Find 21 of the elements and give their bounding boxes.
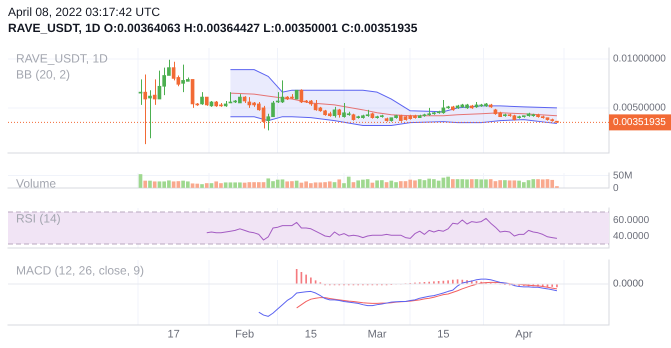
chart-title: RAVE_USDT, 1D O:0.00364063 H:0.00364427 L:0.00350001 C:0.00351935: [8, 20, 418, 36]
y-tick-label: 0.00500000: [613, 102, 666, 114]
ref-line-label: 0.00351935: [613, 117, 666, 128]
annotation: Volume: [16, 176, 56, 190]
annotation: RSI (14): [16, 211, 61, 226]
y-tick-label: 40.0000: [613, 230, 650, 242]
x-tick-label: 15: [437, 328, 450, 340]
annotation: BB (20, 2): [16, 67, 70, 82]
y-tick-label: 60.0000: [613, 214, 650, 226]
y-tick-label: 0.01000000: [613, 54, 666, 65]
x-tick-label: 17: [168, 328, 180, 340]
chart-subtitle: April 08, 2022 03:17:42 UTC: [8, 4, 162, 20]
ref-line-label: 0.0000: [613, 278, 644, 290]
y-tick-label: 0: [613, 182, 619, 194]
x-tick-label: Apr: [515, 328, 533, 340]
x-tick-label: Mar: [368, 328, 387, 340]
x-tick-label: Feb: [235, 328, 254, 340]
annotation: RAVE_USDT, 1D: [16, 51, 108, 66]
x-tick-label: 15: [304, 328, 317, 340]
annotation: MACD (12, 26, close, 9): [16, 263, 144, 278]
y-tick-label: 50M: [613, 170, 632, 182]
